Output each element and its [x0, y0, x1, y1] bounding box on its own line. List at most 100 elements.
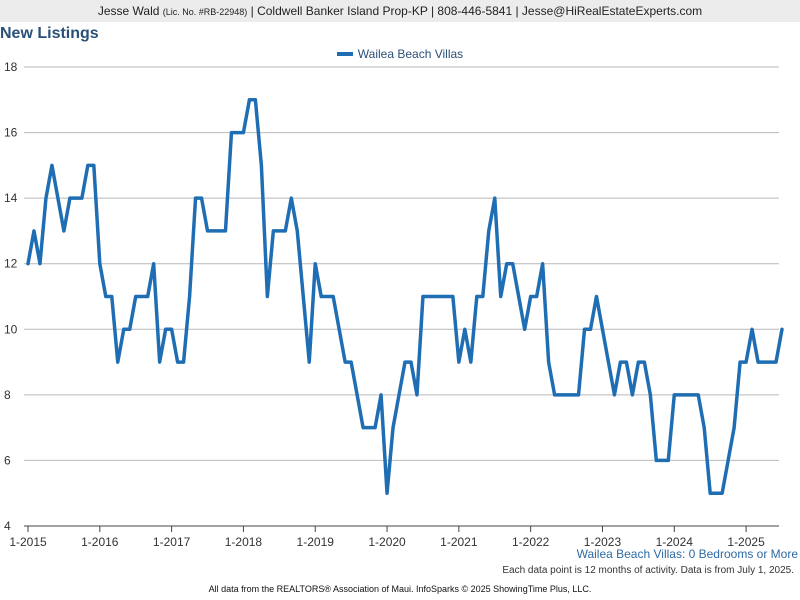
data-point[interactable]: [773, 359, 779, 365]
data-point[interactable]: [576, 392, 582, 398]
data-point[interactable]: [408, 359, 414, 365]
data-point[interactable]: [79, 195, 85, 201]
data-point[interactable]: [306, 359, 312, 365]
data-point[interactable]: [701, 425, 707, 431]
data-point[interactable]: [414, 392, 420, 398]
data-point[interactable]: [121, 326, 127, 332]
data-point[interactable]: [312, 261, 318, 267]
data-point[interactable]: [85, 162, 91, 168]
data-point[interactable]: [276, 228, 282, 234]
data-point[interactable]: [67, 195, 73, 201]
data-point[interactable]: [617, 359, 623, 365]
data-point[interactable]: [175, 359, 181, 365]
data-point[interactable]: [522, 326, 528, 332]
data-point[interactable]: [731, 425, 737, 431]
data-point[interactable]: [558, 392, 564, 398]
data-point[interactable]: [564, 392, 570, 398]
data-point[interactable]: [480, 294, 486, 300]
data-point[interactable]: [163, 326, 169, 332]
data-point[interactable]: [528, 294, 534, 300]
data-point[interactable]: [498, 294, 504, 300]
data-point[interactable]: [737, 359, 743, 365]
data-point[interactable]: [270, 228, 276, 234]
data-point[interactable]: [647, 392, 653, 398]
data-point[interactable]: [486, 228, 492, 234]
data-point[interactable]: [55, 195, 61, 201]
data-point[interactable]: [420, 294, 426, 300]
data-point[interactable]: [767, 359, 773, 365]
data-point[interactable]: [665, 457, 671, 463]
data-point[interactable]: [677, 392, 683, 398]
data-point[interactable]: [713, 490, 719, 496]
data-point[interactable]: [599, 326, 605, 332]
data-point[interactable]: [402, 359, 408, 365]
data-point[interactable]: [659, 457, 665, 463]
data-point[interactable]: [300, 294, 306, 300]
data-point[interactable]: [749, 326, 755, 332]
data-point[interactable]: [348, 359, 354, 365]
data-point[interactable]: [396, 392, 402, 398]
data-point[interactable]: [91, 162, 97, 168]
data-point[interactable]: [330, 294, 336, 300]
data-point[interactable]: [779, 326, 785, 332]
data-point[interactable]: [695, 392, 701, 398]
data-point[interactable]: [228, 130, 234, 136]
data-point[interactable]: [294, 228, 300, 234]
data-point[interactable]: [372, 425, 378, 431]
data-point[interactable]: [492, 195, 498, 201]
data-point[interactable]: [653, 457, 659, 463]
data-point[interactable]: [109, 294, 115, 300]
data-point[interactable]: [426, 294, 432, 300]
data-point[interactable]: [456, 359, 462, 365]
data-point[interactable]: [73, 195, 79, 201]
data-point[interactable]: [127, 326, 133, 332]
data-point[interactable]: [707, 490, 713, 496]
data-point[interactable]: [444, 294, 450, 300]
data-point[interactable]: [258, 162, 264, 168]
data-point[interactable]: [157, 359, 163, 365]
chart-legend[interactable]: Wailea Beach Villas: [0, 46, 800, 62]
data-point[interactable]: [641, 359, 647, 365]
data-point[interactable]: [103, 294, 109, 300]
data-point[interactable]: [354, 392, 360, 398]
data-point[interactable]: [719, 490, 725, 496]
data-point[interactable]: [611, 392, 617, 398]
data-point[interactable]: [31, 228, 37, 234]
data-point[interactable]: [222, 228, 228, 234]
data-point[interactable]: [115, 359, 121, 365]
data-point[interactable]: [755, 359, 761, 365]
data-point[interactable]: [211, 228, 217, 234]
data-point[interactable]: [240, 130, 246, 136]
data-point[interactable]: [61, 228, 67, 234]
data-point[interactable]: [246, 97, 252, 103]
data-point[interactable]: [510, 261, 516, 267]
data-point[interactable]: [390, 425, 396, 431]
data-point[interactable]: [288, 195, 294, 201]
data-point[interactable]: [683, 392, 689, 398]
data-point[interactable]: [468, 359, 474, 365]
data-point[interactable]: [629, 392, 635, 398]
data-point[interactable]: [199, 195, 205, 201]
data-point[interactable]: [438, 294, 444, 300]
data-point[interactable]: [282, 228, 288, 234]
data-point[interactable]: [725, 457, 731, 463]
data-point[interactable]: [252, 97, 258, 103]
data-point[interactable]: [342, 359, 348, 365]
data-point[interactable]: [570, 392, 576, 398]
data-point[interactable]: [151, 261, 157, 267]
data-point[interactable]: [181, 359, 187, 365]
data-point[interactable]: [264, 294, 270, 300]
data-point[interactable]: [450, 294, 456, 300]
data-point[interactable]: [234, 130, 240, 136]
data-point[interactable]: [37, 261, 43, 267]
data-point[interactable]: [384, 490, 390, 496]
data-point[interactable]: [25, 261, 31, 267]
data-point[interactable]: [605, 359, 611, 365]
data-point[interactable]: [623, 359, 629, 365]
data-point[interactable]: [540, 261, 546, 267]
data-point[interactable]: [97, 261, 103, 267]
data-point[interactable]: [588, 326, 594, 332]
data-point[interactable]: [169, 326, 175, 332]
data-point[interactable]: [366, 425, 372, 431]
data-point[interactable]: [43, 195, 49, 201]
